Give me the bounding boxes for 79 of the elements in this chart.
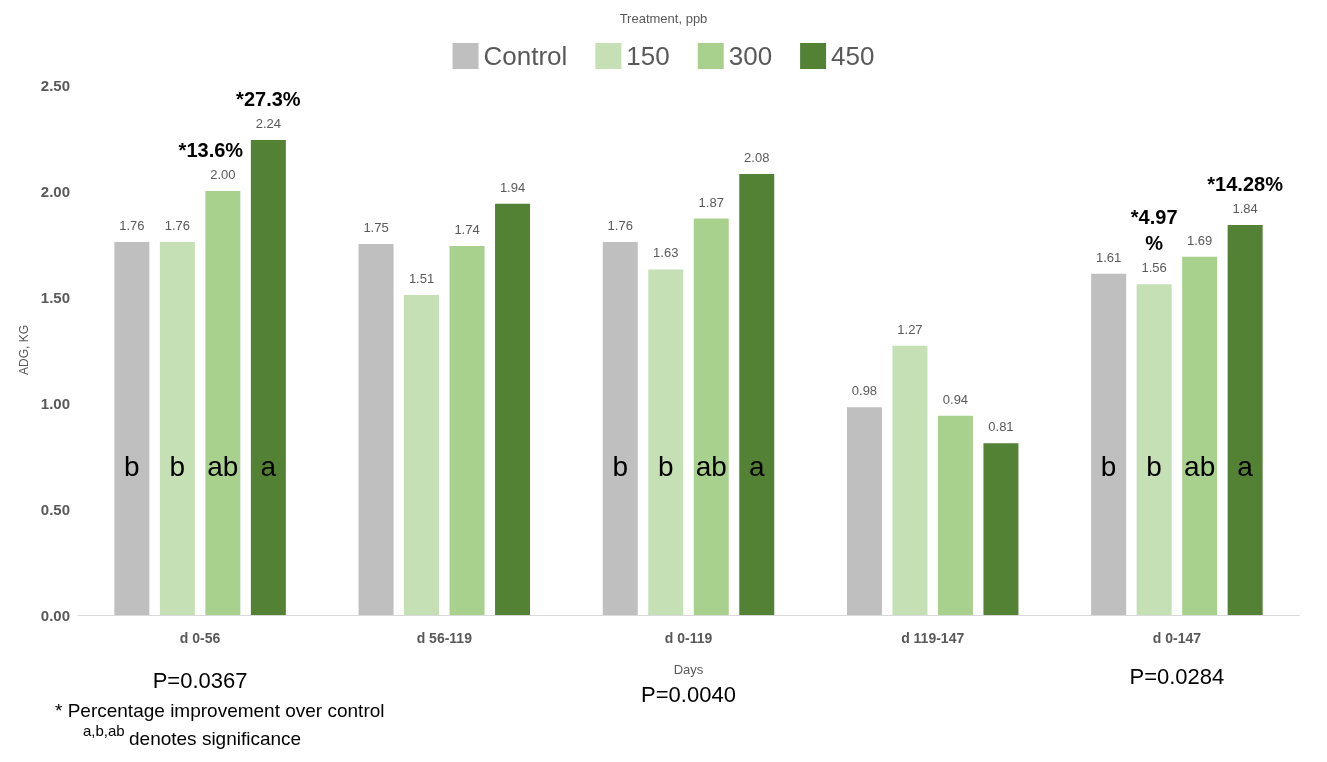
data-label: 1.87: [698, 194, 724, 210]
annotation: b: [169, 451, 186, 483]
bar: [983, 443, 1019, 615]
text: P=0.0367: [152, 667, 248, 693]
annotation: *14.28%: [1207, 172, 1284, 195]
data-label: 0.94: [942, 391, 969, 407]
data-label: 2.08: [744, 150, 770, 166]
data-label: 1.84: [1232, 200, 1258, 216]
text: a,b,ab denotes significance: [83, 721, 302, 749]
bar: [648, 269, 684, 615]
y-tick-label: 1.00: [40, 394, 70, 412]
x-tick-label: d 0-56: [179, 630, 221, 646]
x-tick-label: d 56-119: [416, 630, 473, 646]
y-tick-label: 0.50: [40, 500, 70, 518]
annotation: b: [657, 451, 674, 483]
data-label: 1.61: [1095, 249, 1122, 265]
data-label: 1.75: [363, 220, 389, 235]
x-tick-label: d 119-147: [901, 630, 965, 646]
bar: [114, 241, 150, 615]
legend-label: 450: [831, 41, 875, 71]
bar: [1091, 273, 1127, 615]
annotation: a: [260, 451, 277, 483]
annotation: b: [124, 451, 140, 483]
bar: [159, 241, 195, 615]
bar: [1227, 224, 1263, 615]
bar: [404, 294, 440, 615]
bar: [892, 345, 928, 615]
annotation: b: [612, 451, 629, 483]
data-label: 1.94: [499, 179, 526, 195]
bar: [250, 140, 286, 615]
bar: [739, 174, 775, 615]
annotation: ab: [695, 451, 727, 483]
data-label: 0.81: [988, 419, 1014, 435]
x-tick-label: d 0-119: [664, 630, 713, 646]
y-tick-label: 2.50: [40, 76, 70, 94]
legend-label: 150: [626, 41, 670, 71]
data-label: 1.27: [897, 321, 923, 337]
text: P=0.0284: [1129, 663, 1225, 689]
bar: [937, 415, 973, 615]
annotation: *13.6%: [178, 139, 244, 161]
data-label: 1.74: [454, 222, 480, 238]
data-label: 0.98: [851, 383, 878, 399]
text: P=0.0040: [641, 681, 736, 707]
text: * Percentage improvement over control: [55, 699, 385, 721]
y-tick-label: 0.00: [40, 606, 70, 624]
y-tick-label: 2.00: [40, 182, 70, 200]
annotation: a: [1237, 451, 1254, 483]
annotation: ab: [1184, 451, 1216, 483]
annotation: ab: [207, 451, 239, 483]
bar: [358, 244, 394, 615]
data-label: 1.76: [607, 217, 633, 233]
data-label: 1.51: [408, 270, 435, 286]
bar: [602, 241, 638, 615]
legend-title: Treatment, ppb: [619, 11, 708, 26]
x-tick-label: d 0-147: [1152, 630, 1202, 646]
bar: [449, 246, 485, 615]
annotation: *4.97%: [1130, 206, 1178, 255]
annotation: b: [1100, 451, 1117, 483]
x-axis-title: Days: [673, 662, 704, 677]
bar: [205, 191, 241, 615]
annotation: a: [748, 451, 765, 483]
annotation: b: [1146, 451, 1162, 483]
bar: [495, 203, 531, 615]
data-label: 1.69: [1186, 232, 1213, 248]
data-label: 1.76: [119, 217, 145, 233]
data-label: 2.24: [255, 116, 282, 132]
annotation: *27.3%: [236, 88, 301, 111]
legend-label: 300: [728, 41, 773, 71]
y-tick-label: 1.50: [40, 288, 70, 306]
data-label: 1.63: [653, 245, 679, 261]
bar: [846, 407, 882, 615]
bar: [1182, 256, 1218, 615]
data-label: 2.00: [210, 167, 236, 182]
bar: [1136, 284, 1172, 615]
y-axis-title: ADG, KG: [16, 324, 31, 376]
legend-label: Control: [483, 41, 568, 71]
bar: [693, 218, 729, 615]
data-label: 1.76: [164, 217, 191, 233]
data-label: 1.56: [1141, 260, 1167, 276]
